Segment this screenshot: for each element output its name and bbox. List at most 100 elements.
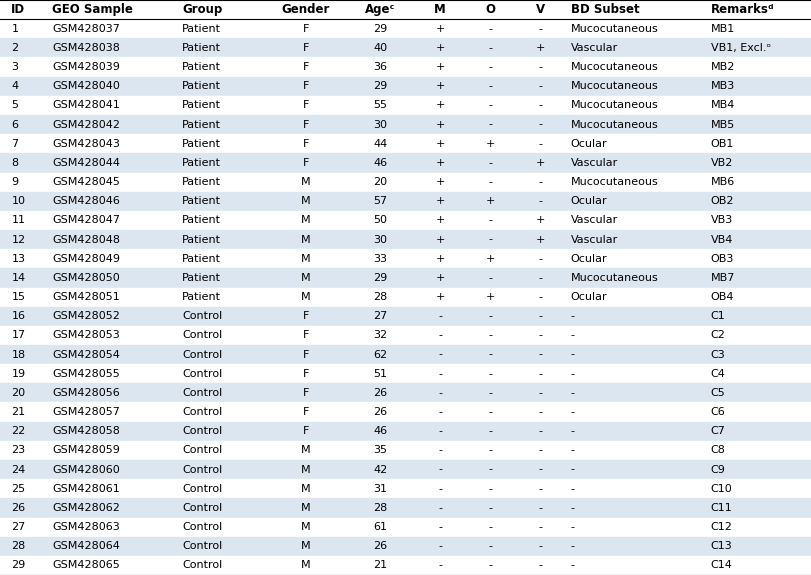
Text: Remarksᵈ: Remarksᵈ — [710, 3, 773, 16]
Text: 40: 40 — [373, 43, 387, 53]
Text: M: M — [301, 484, 311, 494]
Bar — [0, 230, 811, 249]
Text: OB3: OB3 — [710, 254, 733, 264]
Text: Patient: Patient — [182, 177, 221, 187]
Bar — [0, 288, 811, 306]
Text: GSM428043: GSM428043 — [52, 139, 120, 149]
Text: Patient: Patient — [182, 81, 221, 91]
Text: 29: 29 — [373, 24, 387, 34]
Text: O: O — [485, 3, 495, 16]
Text: 50: 50 — [373, 216, 387, 225]
Text: -: - — [538, 484, 542, 494]
Text: -: - — [487, 311, 491, 321]
Text: MB2: MB2 — [710, 62, 734, 72]
Text: M: M — [301, 541, 311, 551]
Text: Patient: Patient — [182, 101, 221, 110]
Bar — [0, 326, 811, 345]
Text: Patient: Patient — [182, 292, 221, 302]
Text: 29: 29 — [11, 561, 26, 570]
Text: -: - — [538, 465, 542, 474]
Bar — [0, 479, 811, 499]
Text: GSM428054: GSM428054 — [52, 350, 120, 359]
Bar — [0, 58, 811, 76]
Text: 26: 26 — [11, 503, 25, 513]
Text: GSM428045: GSM428045 — [52, 177, 120, 187]
Text: -: - — [538, 561, 542, 570]
Text: +: + — [435, 235, 444, 244]
Text: F: F — [303, 350, 309, 359]
Text: -: - — [487, 484, 491, 494]
Text: -: - — [570, 541, 574, 551]
Text: Control: Control — [182, 522, 222, 532]
Text: Control: Control — [182, 465, 222, 474]
Text: M: M — [301, 235, 311, 244]
Text: VB2: VB2 — [710, 158, 732, 168]
Text: OB2: OB2 — [710, 196, 733, 206]
Text: +: + — [435, 43, 444, 53]
Text: Mucocutaneous: Mucocutaneous — [570, 81, 658, 91]
Text: C10: C10 — [710, 484, 732, 494]
Text: +: + — [435, 24, 444, 34]
Text: 13: 13 — [11, 254, 25, 264]
Text: C8: C8 — [710, 446, 724, 455]
Text: -: - — [570, 522, 574, 532]
Text: Vascular: Vascular — [570, 235, 617, 244]
Text: -: - — [538, 120, 542, 129]
Text: Control: Control — [182, 503, 222, 513]
Text: GSM428037: GSM428037 — [52, 24, 120, 34]
Text: Gender: Gender — [281, 3, 330, 16]
Text: Mucocutaneous: Mucocutaneous — [570, 101, 658, 110]
Text: M: M — [301, 465, 311, 474]
Text: MB4: MB4 — [710, 101, 734, 110]
Text: Control: Control — [182, 369, 222, 379]
Text: -: - — [538, 196, 542, 206]
Text: 20: 20 — [373, 177, 387, 187]
Text: F: F — [303, 331, 309, 340]
Bar — [0, 211, 811, 230]
Text: GSM428042: GSM428042 — [52, 120, 120, 129]
Text: +: + — [535, 43, 545, 53]
Text: 21: 21 — [373, 561, 387, 570]
Text: -: - — [438, 388, 442, 398]
Text: C13: C13 — [710, 541, 732, 551]
Text: 25: 25 — [11, 484, 25, 494]
Bar — [0, 556, 811, 575]
Text: 19: 19 — [11, 369, 25, 379]
Text: M: M — [301, 254, 311, 264]
Text: +: + — [485, 196, 495, 206]
Text: +: + — [435, 177, 444, 187]
Text: Patient: Patient — [182, 254, 221, 264]
Text: F: F — [303, 158, 309, 168]
Text: GEO Sample: GEO Sample — [52, 3, 133, 16]
Text: -: - — [487, 561, 491, 570]
Text: Group: Group — [182, 3, 222, 16]
Text: -: - — [487, 350, 491, 359]
Text: -: - — [487, 24, 491, 34]
Text: -: - — [487, 120, 491, 129]
Text: +: + — [535, 235, 545, 244]
Text: -: - — [438, 350, 442, 359]
Text: -: - — [570, 561, 574, 570]
Text: -: - — [487, 331, 491, 340]
Text: M: M — [301, 561, 311, 570]
Text: GSM428060: GSM428060 — [52, 465, 119, 474]
Text: GSM428052: GSM428052 — [52, 311, 120, 321]
Text: -: - — [538, 541, 542, 551]
Text: -: - — [438, 311, 442, 321]
Bar — [0, 345, 811, 364]
Text: 33: 33 — [373, 254, 387, 264]
Text: GSM428056: GSM428056 — [52, 388, 119, 398]
Text: M: M — [301, 292, 311, 302]
Text: +: + — [435, 101, 444, 110]
Bar — [0, 269, 811, 288]
Text: M: M — [301, 503, 311, 513]
Text: GSM428046: GSM428046 — [52, 196, 120, 206]
Text: Control: Control — [182, 350, 222, 359]
Bar — [0, 536, 811, 556]
Text: 28: 28 — [373, 292, 387, 302]
Text: GSM428059: GSM428059 — [52, 446, 120, 455]
Text: C2: C2 — [710, 331, 724, 340]
Text: F: F — [303, 426, 309, 436]
Text: 12: 12 — [11, 235, 25, 244]
Text: Mucocutaneous: Mucocutaneous — [570, 177, 658, 187]
